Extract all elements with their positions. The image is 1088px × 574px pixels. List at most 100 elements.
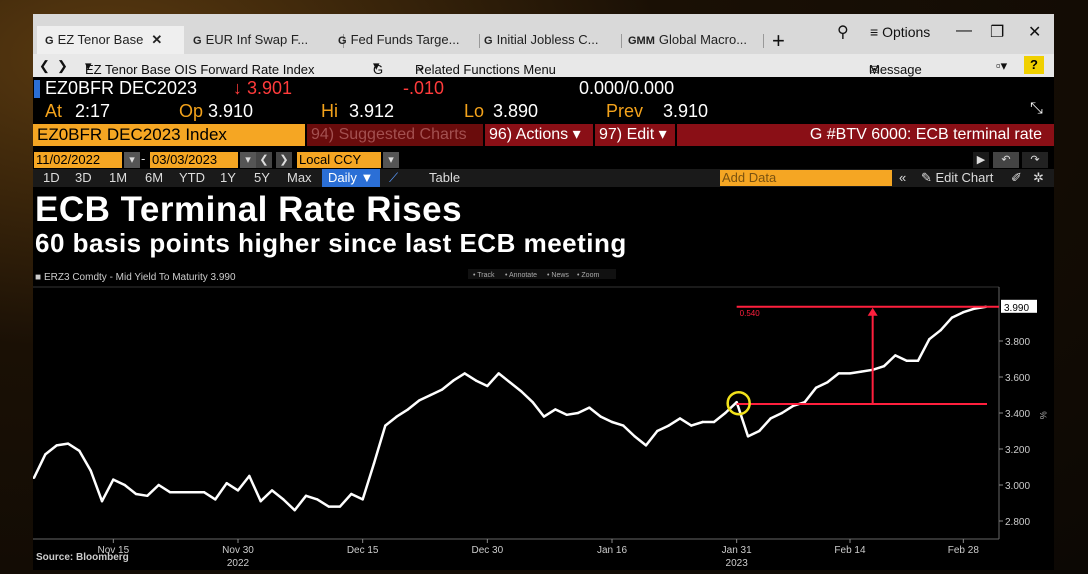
nav-bar: ❮ ❯ EZ Tenor Base OIS Forward Rate Index… xyxy=(33,54,1054,77)
data-point xyxy=(248,474,251,478)
source-note: Source: Bloomberg xyxy=(36,552,129,563)
line-chart-icon[interactable]: ⟋ xyxy=(389,170,399,185)
expand-icon[interactable]: ⤡ xyxy=(1030,100,1043,117)
next-range-icon[interactable]: ❯ xyxy=(276,152,292,168)
gear-icon[interactable]: ✲ xyxy=(1033,170,1044,185)
y-tick-label: 3.800 xyxy=(1005,337,1030,348)
data-point xyxy=(769,417,772,420)
prev-label: Prev xyxy=(606,101,644,121)
period-max[interactable]: Max xyxy=(287,170,312,185)
tab-eur-inf-swap[interactable]: G EUR Inf Swap F... xyxy=(193,26,308,54)
data-point xyxy=(860,370,863,373)
g-menu[interactable]: G ▾ xyxy=(373,58,384,77)
period-5y[interactable]: 5Y xyxy=(254,170,270,185)
x-tick-label: Jan 16 xyxy=(597,545,627,556)
window-close-icon[interactable]: ✕ xyxy=(1028,24,1042,41)
bid-ask: 0.000/0.000 xyxy=(579,78,675,98)
tab-initial-jobless[interactable]: G Initial Jobless C... xyxy=(484,26,598,54)
related-functions-menu[interactable]: Related Functions Menu ⌄ xyxy=(415,58,556,77)
chart-toolbar-zoom[interactable]: • Zoom xyxy=(577,272,599,279)
add-data-input[interactable]: Add Data xyxy=(720,170,892,186)
data-point xyxy=(429,393,432,397)
prev-value: 3.910 xyxy=(663,101,709,121)
chart-toolbar-news[interactable]: • News xyxy=(547,272,569,279)
data-point xyxy=(633,435,636,438)
data-point xyxy=(848,372,852,375)
data-point xyxy=(55,444,58,447)
x-tick-year-label: 2022 xyxy=(227,558,250,569)
data-point xyxy=(180,491,183,494)
date-range-row: 11/02/2022 ▾ - 03/03/2023 ▾ ❮ ❯ Local CC… xyxy=(33,151,1054,169)
actions-menu[interactable]: 96) Actions ▾ xyxy=(485,124,593,146)
period-1y[interactable]: 1Y xyxy=(220,170,236,185)
start-date-picker-icon[interactable]: ▾ xyxy=(124,152,140,168)
data-point xyxy=(678,417,682,420)
table-button[interactable]: Table xyxy=(429,170,461,185)
tab-ez-tenor-base[interactable]: G EZ Tenor Base ✕ xyxy=(37,26,184,54)
last-price-value: 3.901 xyxy=(247,78,293,98)
suggested-charts-button[interactable]: 94) Suggested Charts xyxy=(307,124,483,146)
period-ytd[interactable]: YTD xyxy=(179,170,205,185)
period-6m[interactable]: 6M xyxy=(145,170,164,185)
data-point xyxy=(882,365,886,368)
chart-legend: ERZ3 Comdty - Mid Yield To Maturity 3.99… xyxy=(44,272,236,283)
screen-icon[interactable]: ▫▾ xyxy=(996,58,1008,73)
start-date-field[interactable]: 11/02/2022 xyxy=(34,152,122,168)
period-1d[interactable]: 1D xyxy=(43,170,60,185)
data-point xyxy=(293,509,296,512)
y-tick-label: 2.800 xyxy=(1005,517,1030,528)
search-icon[interactable]: ⚲ xyxy=(837,24,849,41)
nav-title[interactable]: EZ Tenor Base OIS Forward Rate Index ▾ xyxy=(85,58,315,77)
prev-range-icon[interactable]: ❮ xyxy=(256,152,272,168)
currency-select[interactable]: Local CCY xyxy=(297,152,381,168)
end-date-picker-icon[interactable]: ▾ xyxy=(240,152,256,168)
close-icon[interactable]: ✕ xyxy=(151,32,163,47)
open-value: 3.910 xyxy=(208,101,254,121)
chart-toolbar-track[interactable]: • Track xyxy=(473,272,495,279)
edit-menu[interactable]: 97) Edit ▾ xyxy=(595,124,675,146)
currency-dropdown-icon[interactable]: ▾ xyxy=(383,152,399,168)
data-point xyxy=(327,505,330,508)
play-icon[interactable]: ▶ xyxy=(973,152,989,168)
tab-g-icon: G xyxy=(193,35,202,47)
data-point xyxy=(803,401,806,404)
chart-toolbar: • Track • Annotate • News • Zoom xyxy=(468,269,616,279)
line-chart[interactable]: ■ ERZ3 Comdty - Mid Yield To Maturity 3.… xyxy=(33,269,1054,570)
end-date-field[interactable]: 03/03/2023 xyxy=(150,152,238,168)
data-point xyxy=(542,415,546,418)
daily-select[interactable]: Daily ▼ xyxy=(322,169,380,187)
last-price: ↓ 3.901 xyxy=(233,78,292,99)
data-point xyxy=(361,498,364,501)
data-point xyxy=(905,359,908,362)
data-point xyxy=(259,500,262,503)
edit-chart-button[interactable]: ✎ Edit Chart xyxy=(921,170,993,186)
back-icon[interactable]: ❮ xyxy=(39,58,50,73)
tab-fed-funds[interactable]: G Fed Funds Targe... xyxy=(338,26,459,54)
collapse-icon[interactable]: « xyxy=(899,170,907,185)
data-point xyxy=(236,489,240,492)
tab-label: Initial Jobless C... xyxy=(496,32,599,47)
options-label: Options xyxy=(882,24,931,40)
undo-icon[interactable]: ↶ xyxy=(993,152,1019,168)
x-tick-label: Dec 15 xyxy=(347,545,379,556)
help-button[interactable]: ? xyxy=(1024,56,1044,74)
security-name[interactable]: EZ0BFR DEC2023 Index xyxy=(33,124,305,146)
minimize-icon[interactable]: — xyxy=(956,22,972,39)
nav-title-text: EZ Tenor Base OIS Forward Rate Index xyxy=(85,62,315,77)
brush-icon[interactable]: ✐ xyxy=(1011,170,1022,185)
options-menu[interactable]: ≡ Options xyxy=(870,24,930,40)
headline: ECB Terminal Rate Rises xyxy=(35,190,463,229)
period-3d[interactable]: 3D xyxy=(75,170,92,185)
forward-icon[interactable]: ❯ xyxy=(57,58,68,73)
new-tab-plus-icon[interactable]: + xyxy=(772,28,785,53)
data-point xyxy=(939,329,942,332)
x-tick-label: Nov 15 xyxy=(97,545,129,556)
restore-icon[interactable]: ❐ xyxy=(990,24,1005,41)
y-tick-label: 3.600 xyxy=(1005,373,1030,384)
period-1m[interactable]: 1M xyxy=(109,170,128,185)
tab-global-macro[interactable]: GMM Global Macro... xyxy=(628,26,747,54)
redo-icon[interactable]: ↷ xyxy=(1022,152,1048,168)
chart-toolbar-annotate[interactable]: • Annotate xyxy=(505,272,537,279)
data-point xyxy=(89,469,92,472)
down-arrow-icon: ↓ xyxy=(233,78,248,98)
